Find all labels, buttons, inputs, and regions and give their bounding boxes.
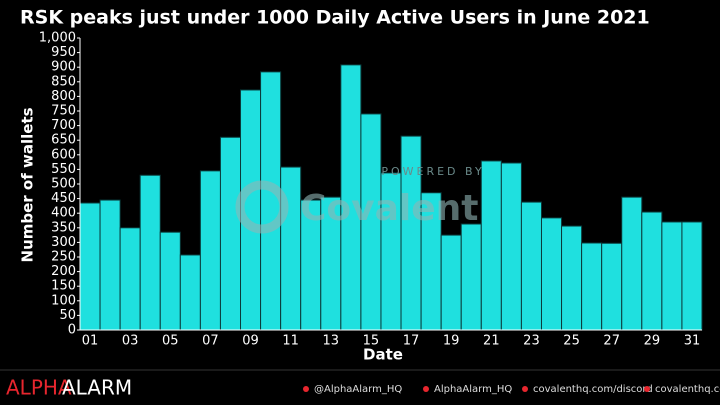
y-tick-label: 400 xyxy=(51,206,76,221)
bar xyxy=(179,254,201,331)
x-tick-label: 11 xyxy=(282,334,299,349)
brand-1: ALPHA xyxy=(6,376,72,400)
icon-telegram xyxy=(423,386,429,392)
brand-2: ALARM xyxy=(62,376,132,400)
bar xyxy=(219,136,242,331)
x-axis-label: Date xyxy=(363,346,403,364)
y-tick-label: 750 xyxy=(51,104,76,119)
icon-web xyxy=(644,386,650,392)
footer-twitter: @AlphaAlarm_HQ xyxy=(314,384,402,395)
x-tick-label: 21 xyxy=(483,334,500,349)
y-tick-label: 300 xyxy=(51,235,76,250)
x-tick-label: 29 xyxy=(644,334,661,349)
x-tick-label: 01 xyxy=(82,334,99,349)
bar xyxy=(641,211,663,331)
bar xyxy=(520,201,542,331)
x-tick-label: 27 xyxy=(603,334,620,349)
y-tick-label: 500 xyxy=(51,177,76,192)
x-tick-label: 03 xyxy=(122,334,139,349)
bar xyxy=(159,231,181,331)
bar xyxy=(139,174,161,331)
bar xyxy=(681,221,703,331)
bar xyxy=(460,223,482,331)
watermark-small: POWERED BY xyxy=(381,165,484,178)
bar xyxy=(480,160,502,331)
footer-telegram: AlphaAlarm_HQ xyxy=(434,384,512,395)
x-tick-label: 09 xyxy=(242,334,259,349)
x-tick-label: 17 xyxy=(403,334,420,349)
icon-discord xyxy=(522,386,528,392)
bar xyxy=(99,199,121,331)
y-tick-label: 900 xyxy=(51,60,76,75)
icon-twitter xyxy=(303,386,309,392)
x-tick-label: 19 xyxy=(443,334,460,349)
y-tick-label: 250 xyxy=(51,250,76,265)
footer-web: covalenthq.com xyxy=(655,384,720,395)
x-tick-label: 31 xyxy=(684,334,701,349)
x-tick-label: 15 xyxy=(363,334,380,349)
y-tick-label: 50 xyxy=(59,308,76,323)
y-tick-label: 350 xyxy=(51,220,76,235)
x-tick-label: 25 xyxy=(563,334,580,349)
y-tick-label: 1,000 xyxy=(39,31,76,46)
bar xyxy=(621,196,643,331)
bar xyxy=(260,71,282,331)
y-axis-label: Number of wallets xyxy=(19,107,37,262)
bar xyxy=(199,170,221,331)
bars xyxy=(79,64,703,331)
chart-title: RSK peaks just under 1000 Daily Active U… xyxy=(20,7,650,29)
footer-discord: covalenthq.com/discord xyxy=(533,384,653,395)
y-tick-label: 550 xyxy=(51,162,76,177)
bar xyxy=(79,202,101,331)
y-tick-label: 100 xyxy=(51,293,76,308)
y-tick-label: 450 xyxy=(51,191,76,206)
x-tick-label: 23 xyxy=(523,334,540,349)
y-tick-label: 0 xyxy=(68,323,76,338)
bar xyxy=(119,227,141,331)
bar xyxy=(601,242,623,331)
bar xyxy=(561,225,583,331)
x-tick-label: 05 xyxy=(162,334,179,349)
bar xyxy=(581,242,603,331)
y-tick-label: 150 xyxy=(51,279,76,294)
watermark-logo xyxy=(235,180,289,234)
y-tick-label: 850 xyxy=(51,74,76,89)
x-tick-label: 13 xyxy=(323,334,340,349)
y-tick-label: 800 xyxy=(51,89,76,104)
x-tick-label: 07 xyxy=(202,334,219,349)
bar xyxy=(540,217,563,331)
bar xyxy=(500,162,522,331)
bar xyxy=(440,234,462,331)
y-tick-label: 950 xyxy=(51,45,76,60)
y-tick-label: 600 xyxy=(51,147,76,162)
y-tick-label: 700 xyxy=(51,118,76,133)
y-tick-label: 650 xyxy=(51,133,76,148)
bar xyxy=(280,166,302,331)
bar xyxy=(661,221,683,331)
watermark-large: Covalent xyxy=(300,188,479,229)
y-tick-label: 200 xyxy=(51,264,76,279)
